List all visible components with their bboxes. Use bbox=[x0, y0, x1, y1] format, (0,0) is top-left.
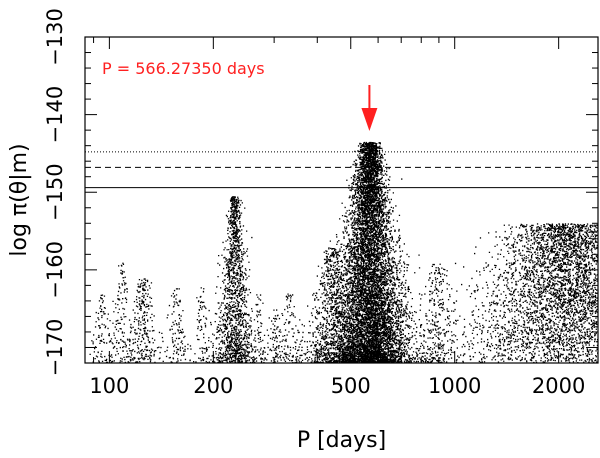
y-tick-label: −130 bbox=[43, 8, 67, 66]
peak-arrow bbox=[361, 85, 378, 131]
axis-ticks bbox=[85, 36, 598, 364]
x-axis-label: P [days] bbox=[297, 428, 386, 453]
point-cluster bbox=[89, 294, 122, 364]
point-cluster bbox=[159, 288, 195, 363]
scatter-points bbox=[89, 141, 599, 364]
x-tick-label: 2000 bbox=[532, 374, 585, 398]
point-cluster bbox=[179, 287, 229, 363]
y-tick-labels: −170 −160 −150 −140 −130 bbox=[43, 8, 67, 376]
x-tick-label: 100 bbox=[89, 374, 129, 398]
y-axis-label: log π(θ|m) bbox=[7, 143, 32, 256]
point-cluster bbox=[207, 196, 266, 364]
point-cluster bbox=[285, 247, 375, 364]
y-tick-label: −140 bbox=[43, 86, 67, 144]
threshold-lines bbox=[85, 151, 598, 189]
point-cluster bbox=[123, 278, 172, 364]
y-tick-label: −160 bbox=[43, 241, 67, 299]
point-cluster bbox=[245, 294, 273, 364]
x-tick-label: 1000 bbox=[428, 374, 481, 398]
y-tick-label: −150 bbox=[43, 163, 67, 221]
period-annotation: P = 566.27350 days bbox=[102, 59, 265, 78]
point-cluster bbox=[438, 286, 546, 364]
x-tick-label: 200 bbox=[193, 374, 233, 398]
y-tick-label: −170 bbox=[43, 319, 67, 377]
point-cluster bbox=[407, 223, 599, 364]
plot-frame bbox=[84, 36, 599, 364]
x-tick-labels: 100 200 500 1000 2000 bbox=[89, 374, 585, 398]
point-cluster bbox=[254, 309, 300, 364]
x-tick-label: 500 bbox=[331, 374, 371, 398]
point-cluster bbox=[406, 263, 473, 364]
arrow-head bbox=[361, 108, 378, 131]
point-cluster bbox=[106, 262, 139, 364]
point-cluster bbox=[272, 293, 307, 364]
point-cluster bbox=[280, 141, 442, 364]
